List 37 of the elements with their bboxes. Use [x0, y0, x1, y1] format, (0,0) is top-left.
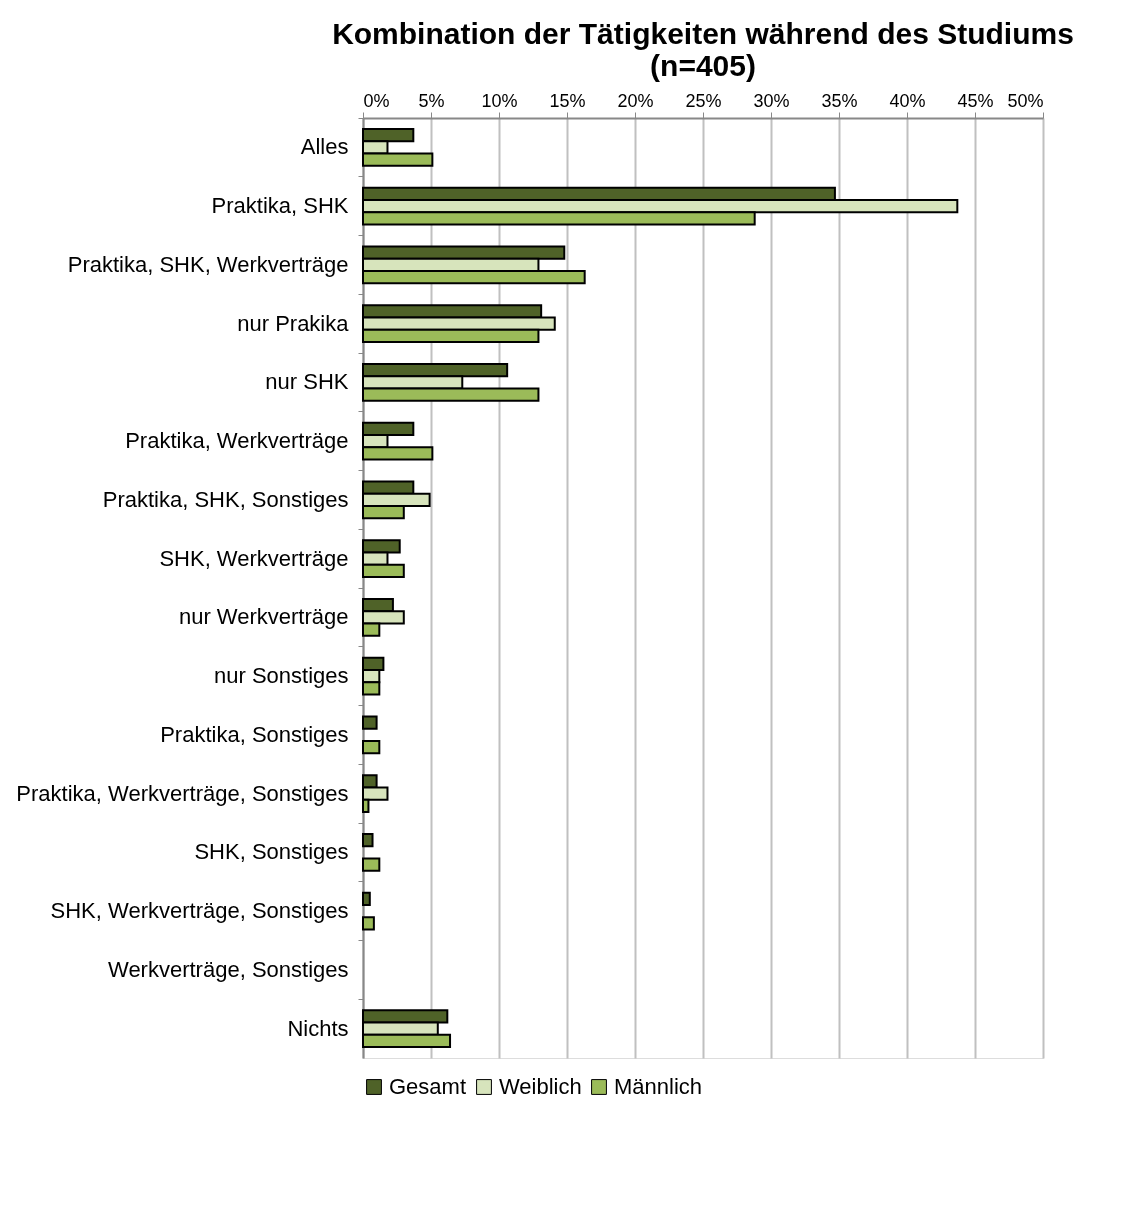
x-tick-label: 30% — [753, 90, 790, 111]
y-tick-label: nur SHK — [265, 369, 349, 395]
y-tick-label: SHK, Werkverträge — [159, 545, 349, 571]
y-tick-label: nur Sonstiges — [213, 663, 349, 689]
x-tick-label: 5% — [418, 90, 445, 111]
y-tick-label: Nichts — [287, 1015, 349, 1041]
legend-label: Gesamt — [389, 1074, 467, 1099]
x-tick-label: 10% — [481, 90, 518, 111]
bar — [362, 739, 381, 755]
y-tick-label: Alles — [300, 134, 349, 160]
bar — [362, 833, 374, 848]
y-tick-label: SHK, Sonstiges — [194, 839, 349, 865]
bar — [362, 891, 371, 907]
x-tick-label: 25% — [685, 90, 722, 111]
bar — [362, 857, 381, 872]
x-tick-label: 50% — [1007, 90, 1044, 111]
y-tick-label: Praktika, Sonstiges — [160, 721, 349, 747]
x-tick-label: 45% — [957, 90, 994, 111]
y-tick-label: Werkverträge, Sonstiges — [108, 956, 349, 982]
y-tick-label: SHK, Werkverträge, Sonstiges — [50, 898, 349, 924]
x-tick-label: 40% — [889, 90, 926, 111]
y-tick-label: Praktika, Werkverträge — [125, 428, 349, 454]
legend-label: Männlich — [614, 1074, 703, 1099]
x-tick-label: 20% — [617, 90, 654, 111]
y-tick-label: nur Werkverträge — [178, 604, 349, 630]
legend-label: Weiblich — [499, 1074, 582, 1099]
bar — [362, 916, 375, 931]
y-tick-label: Praktika, SHK, Sonstiges — [102, 486, 349, 512]
bar — [362, 715, 378, 730]
y-tick-label: Praktika, SHK, Werkverträge — [67, 251, 349, 277]
chart-title: Kombination der Tätigkeiten während des Studiums (n=405) — [332, 17, 1074, 82]
y-tick-label: Praktika, Werkverträge, Sonstiges — [16, 780, 349, 806]
y-tick-label: Praktika, SHK — [211, 193, 349, 219]
y-tick-label: nur Prakika — [237, 310, 350, 336]
x-tick-label: 15% — [549, 90, 586, 111]
x-tick-label: 35% — [821, 90, 858, 111]
x-tick-label: 0% — [363, 90, 390, 111]
